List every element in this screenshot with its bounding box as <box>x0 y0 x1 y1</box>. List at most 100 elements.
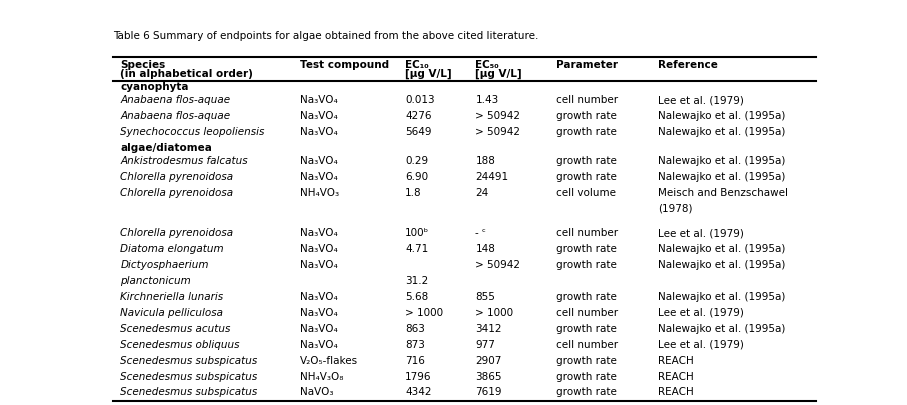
Text: Kirchneriella lunaris: Kirchneriella lunaris <box>121 292 223 302</box>
Text: Lee et al. (1979): Lee et al. (1979) <box>658 308 744 318</box>
Text: cell number: cell number <box>556 308 619 318</box>
Text: Na₃VO₄: Na₃VO₄ <box>299 95 337 105</box>
Text: 1796: 1796 <box>405 371 432 382</box>
Text: Chlorella pyrenoidosa: Chlorella pyrenoidosa <box>121 228 233 239</box>
Text: 5.68: 5.68 <box>405 292 428 302</box>
Text: growth rate: growth rate <box>556 388 617 397</box>
Text: growth rate: growth rate <box>556 371 617 382</box>
Text: Na₃VO₄: Na₃VO₄ <box>299 308 337 318</box>
Text: Navicula pelliculosa: Navicula pelliculosa <box>121 308 223 318</box>
Text: Na₃VO₄: Na₃VO₄ <box>299 260 337 270</box>
Text: 188: 188 <box>475 156 495 166</box>
Text: Lee et al. (1979): Lee et al. (1979) <box>658 228 744 239</box>
Text: 3865: 3865 <box>475 371 502 382</box>
Text: cell number: cell number <box>556 340 619 350</box>
Text: Na₃VO₄: Na₃VO₄ <box>299 172 337 182</box>
Text: Na₃VO₄: Na₃VO₄ <box>299 156 337 166</box>
Text: REACH: REACH <box>658 356 694 366</box>
Text: Lee et al. (1979): Lee et al. (1979) <box>658 95 744 105</box>
Text: 873: 873 <box>405 340 425 350</box>
Text: Synechococcus leopoliensis: Synechococcus leopoliensis <box>121 127 265 137</box>
Text: 5649: 5649 <box>405 127 432 137</box>
Text: planctonicum: planctonicum <box>121 276 191 286</box>
Text: 716: 716 <box>405 356 425 366</box>
Text: [µg V/L]: [µg V/L] <box>475 69 522 79</box>
Text: - ᶜ: - ᶜ <box>475 228 486 239</box>
Text: 977: 977 <box>475 340 495 350</box>
Text: > 50942: > 50942 <box>475 260 521 270</box>
Text: EC₁₀: EC₁₀ <box>405 60 429 70</box>
Text: 863: 863 <box>405 324 425 334</box>
Text: Anabaena flos-aquae: Anabaena flos-aquae <box>121 95 230 105</box>
Text: Nalewajko et al. (1995a): Nalewajko et al. (1995a) <box>658 260 785 270</box>
Text: growth rate: growth rate <box>556 324 617 334</box>
Text: > 50942: > 50942 <box>475 127 521 137</box>
Text: Nalewajko et al. (1995a): Nalewajko et al. (1995a) <box>658 172 785 182</box>
Text: Dictyosphaerium: Dictyosphaerium <box>121 260 209 270</box>
Text: Na₃VO₄: Na₃VO₄ <box>299 244 337 254</box>
Text: growth rate: growth rate <box>556 156 617 166</box>
Text: cell number: cell number <box>556 228 619 239</box>
Text: Chlorella pyrenoidosa: Chlorella pyrenoidosa <box>121 188 233 198</box>
Text: Scenedesmus obliquus: Scenedesmus obliquus <box>121 340 240 350</box>
Text: 4342: 4342 <box>405 388 432 397</box>
Text: 100ᵇ: 100ᵇ <box>405 228 429 239</box>
Text: NaVO₃: NaVO₃ <box>299 388 333 397</box>
Text: Na₃VO₄: Na₃VO₄ <box>299 292 337 302</box>
Text: 148: 148 <box>475 244 495 254</box>
Text: 1.43: 1.43 <box>475 95 499 105</box>
Text: Nalewajko et al. (1995a): Nalewajko et al. (1995a) <box>658 111 785 121</box>
Text: NH₄V₃O₈: NH₄V₃O₈ <box>299 371 343 382</box>
Text: Scenedesmus subspicatus: Scenedesmus subspicatus <box>121 356 258 366</box>
Text: Ankistrodesmus falcatus: Ankistrodesmus falcatus <box>121 156 248 166</box>
Text: Nalewajko et al. (1995a): Nalewajko et al. (1995a) <box>658 127 785 137</box>
Text: 6.90: 6.90 <box>405 172 428 182</box>
Text: 1.8: 1.8 <box>405 188 422 198</box>
Text: > 1000: > 1000 <box>405 308 444 318</box>
Text: growth rate: growth rate <box>556 172 617 182</box>
Text: 0.013: 0.013 <box>405 95 434 105</box>
Text: REACH: REACH <box>658 371 694 382</box>
Text: Test compound: Test compound <box>299 60 389 70</box>
Text: cell number: cell number <box>556 95 619 105</box>
Text: Chlorella pyrenoidosa: Chlorella pyrenoidosa <box>121 172 233 182</box>
Text: 3412: 3412 <box>475 324 502 334</box>
Text: Nalewajko et al. (1995a): Nalewajko et al. (1995a) <box>658 156 785 166</box>
Text: growth rate: growth rate <box>556 260 617 270</box>
Text: growth rate: growth rate <box>556 127 617 137</box>
Text: Na₃VO₄: Na₃VO₄ <box>299 324 337 334</box>
Text: Na₃VO₄: Na₃VO₄ <box>299 228 337 239</box>
Text: Parameter: Parameter <box>556 60 619 70</box>
Text: 7619: 7619 <box>475 388 502 397</box>
Text: Meisch and Benzschawel: Meisch and Benzschawel <box>658 188 788 198</box>
Text: Anabaena flos-aquae: Anabaena flos-aquae <box>121 111 230 121</box>
Text: Diatoma elongatum: Diatoma elongatum <box>121 244 224 254</box>
Text: Na₃VO₄: Na₃VO₄ <box>299 127 337 137</box>
Text: Table 6 Summary of endpoints for algae obtained from the above cited literature.: Table 6 Summary of endpoints for algae o… <box>113 31 539 41</box>
Text: Scenedesmus subspicatus: Scenedesmus subspicatus <box>121 371 258 382</box>
Text: cell volume: cell volume <box>556 188 616 198</box>
Text: (in alphabetical order): (in alphabetical order) <box>121 69 253 79</box>
Text: NH₄VO₃: NH₄VO₃ <box>299 188 339 198</box>
Text: 0.29: 0.29 <box>405 156 428 166</box>
Text: Nalewajko et al. (1995a): Nalewajko et al. (1995a) <box>658 324 785 334</box>
Text: Scenedesmus acutus: Scenedesmus acutus <box>121 324 230 334</box>
Text: > 1000: > 1000 <box>475 308 513 318</box>
Text: 24: 24 <box>475 188 489 198</box>
Text: [µg V/L]: [µg V/L] <box>405 69 452 79</box>
Text: > 50942: > 50942 <box>475 111 521 121</box>
Text: Na₃VO₄: Na₃VO₄ <box>299 111 337 121</box>
Text: growth rate: growth rate <box>556 356 617 366</box>
Text: REACH: REACH <box>658 388 694 397</box>
Text: growth rate: growth rate <box>556 244 617 254</box>
Text: 2907: 2907 <box>475 356 502 366</box>
Text: cyanophyta: cyanophyta <box>121 82 189 92</box>
Text: growth rate: growth rate <box>556 292 617 302</box>
Text: Na₃VO₄: Na₃VO₄ <box>299 340 337 350</box>
Text: Reference: Reference <box>658 60 718 70</box>
Text: growth rate: growth rate <box>556 111 617 121</box>
Text: Nalewajko et al. (1995a): Nalewajko et al. (1995a) <box>658 244 785 254</box>
Text: 4.71: 4.71 <box>405 244 428 254</box>
Text: algae/diatomea: algae/diatomea <box>121 143 212 153</box>
Text: V₂O₅-flakes: V₂O₅-flakes <box>299 356 357 366</box>
